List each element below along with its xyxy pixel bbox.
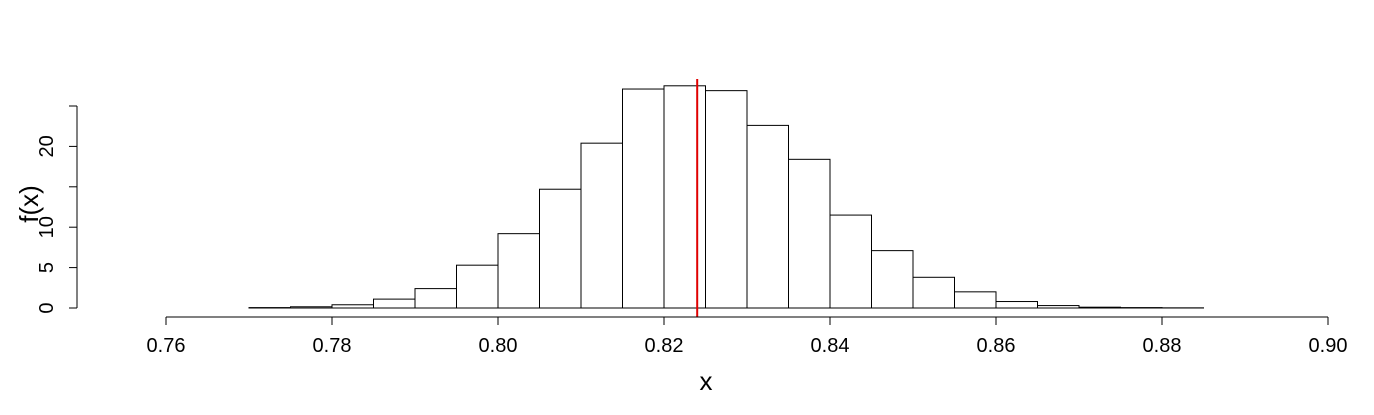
y-tick-label: 0 <box>36 302 58 313</box>
x-axis-title: x <box>700 366 713 396</box>
histogram-bar <box>539 188 582 309</box>
histogram-bar <box>746 124 789 309</box>
x-tick-label: 0.80 <box>479 335 518 357</box>
histogram-bar <box>995 301 1038 309</box>
bars <box>248 85 1204 309</box>
y-tick-label: 20 <box>36 135 58 157</box>
histogram-bar <box>580 142 623 309</box>
histogram-bar <box>954 291 997 309</box>
x-tick-label: 0.78 <box>313 335 352 357</box>
x-tick-label: 0.90 <box>1309 335 1348 357</box>
histogram-bar <box>1078 306 1121 309</box>
histogram-bar <box>829 214 872 309</box>
histogram-bar <box>788 158 831 309</box>
histogram-bar <box>1037 305 1080 309</box>
histogram-bar <box>456 264 499 309</box>
x-axis: 0.76 0.78 0.80 0.82 0.84 0.86 0.88 0.90 <box>147 316 1348 357</box>
y-axis-title: f(x) <box>14 185 44 223</box>
histogram-bar <box>912 276 955 309</box>
histogram-bar <box>331 304 374 309</box>
histogram-bar <box>373 298 416 309</box>
histogram-bar <box>705 90 748 309</box>
y-tick-label: 10 <box>36 216 58 238</box>
x-tick-label: 0.88 <box>1143 335 1182 357</box>
histogram-bar <box>290 306 333 309</box>
histogram-bar <box>414 288 457 309</box>
histogram-bar <box>497 233 540 309</box>
histogram-bar <box>871 250 914 309</box>
histogram-bar <box>622 88 665 309</box>
x-tick-label: 0.82 <box>645 335 684 357</box>
y-axis: 0 5 10 20 <box>36 105 78 314</box>
x-tick-label: 0.84 <box>811 335 850 357</box>
x-tick-label: 0.76 <box>147 335 186 357</box>
y-tick-label: 5 <box>36 262 58 273</box>
histogram-bar <box>663 85 706 309</box>
x-tick-label: 0.86 <box>977 335 1016 357</box>
